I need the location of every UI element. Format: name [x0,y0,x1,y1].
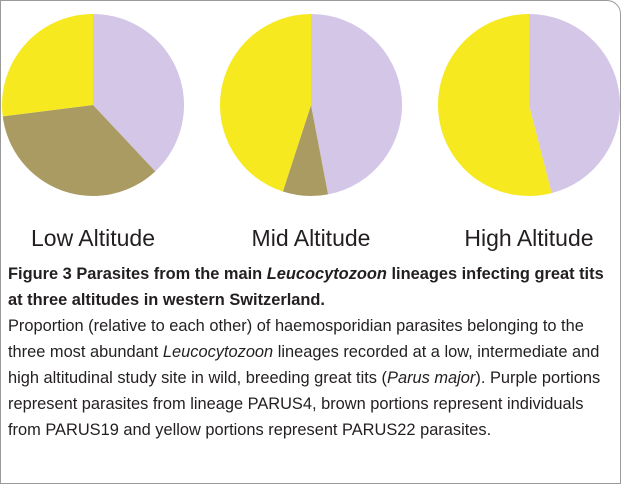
text: Proportion (relative to each other) of h… [8,317,584,361]
charts: Low Altitude Mid Altitude High Altitude [1,14,620,251]
text: ). Purple portions represent parasites f… [8,369,601,439]
figure-label: Figure 3 [8,265,72,283]
chart-title: Mid Altitude [252,225,371,251]
pie-slice [220,14,311,192]
text: Parus major [387,369,476,387]
pie-slice [282,105,329,196]
pie-slice [2,105,156,197]
text: lineages recorded at a low, intermediate… [8,343,600,387]
text: Leucocytozoon [266,265,387,283]
pie-slice [1,14,93,117]
pie-slice [93,14,185,172]
text: Parasites from the main [76,265,267,283]
pie-slice [529,14,620,194]
chart-title: Low Altitude [31,225,155,251]
pie-slice [311,14,403,195]
caption: Figure 3 Parasites from the main Leucocy… [8,261,608,443]
chart-title: High Altitude [464,225,593,251]
text: Leucocytozoon [162,343,274,361]
caption-title: Figure 3 Parasites from the main Leucocy… [8,265,604,309]
caption-body: Proportion (relative to each other) of h… [8,317,600,439]
text: lineages infecting great tits at three a… [8,265,604,309]
pie-slice [438,14,552,196]
